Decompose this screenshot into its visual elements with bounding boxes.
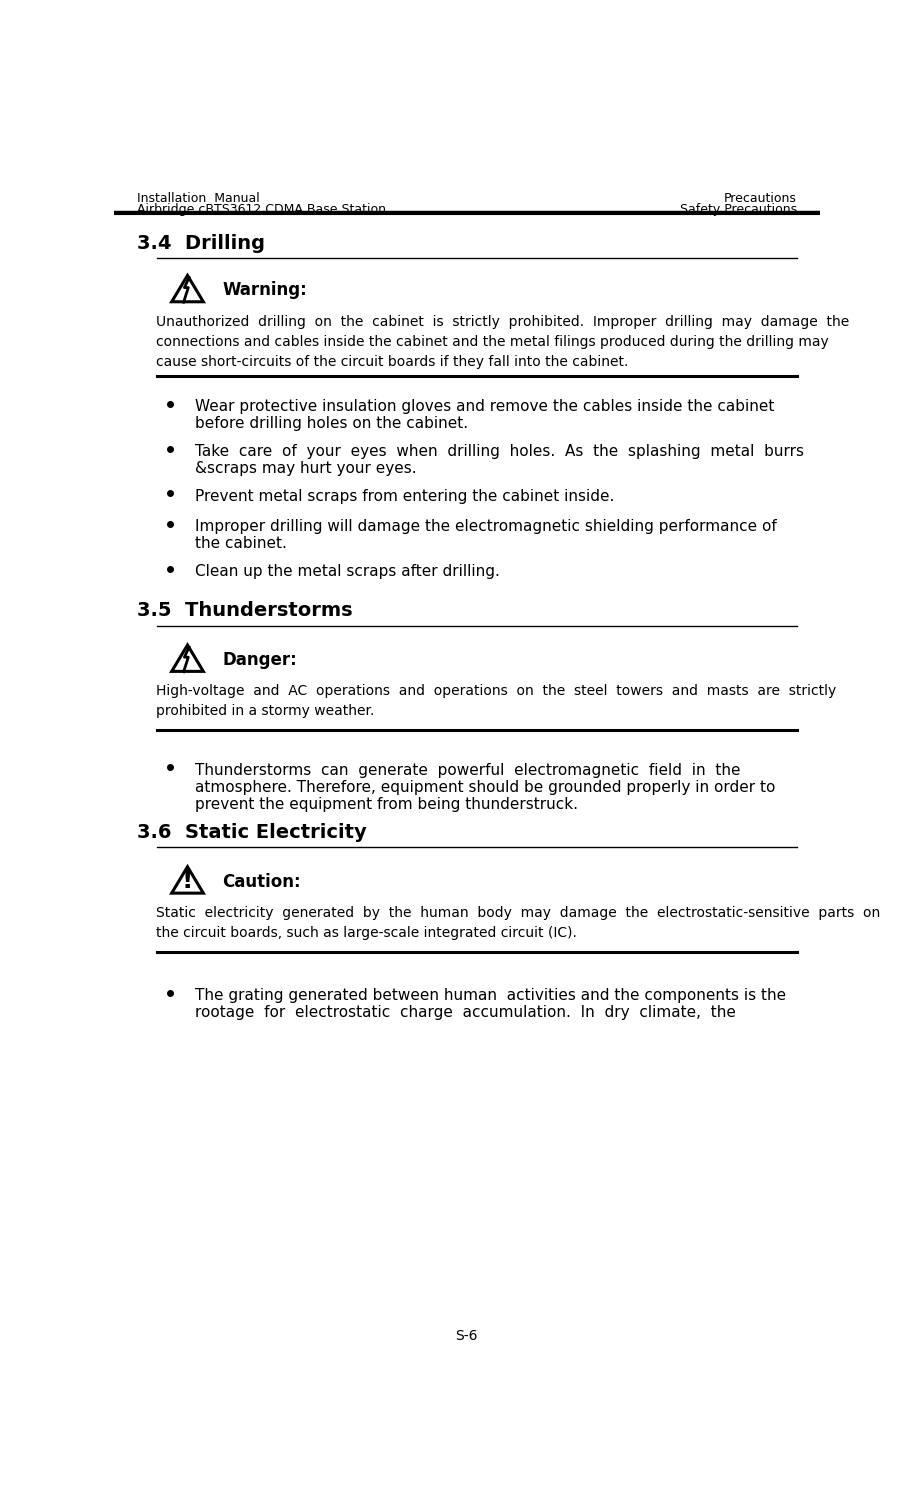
Text: Warning:: Warning: bbox=[222, 281, 307, 299]
Text: before drilling holes on the cabinet.: before drilling holes on the cabinet. bbox=[195, 416, 468, 431]
Text: Clean up the metal scraps after drilling.: Clean up the metal scraps after drilling… bbox=[195, 564, 500, 579]
Text: prevent the equipment from being thunderstruck.: prevent the equipment from being thunder… bbox=[195, 796, 578, 811]
Text: connections and cables inside the cabinet and the metal filings produced during : connections and cables inside the cabine… bbox=[157, 334, 829, 349]
Text: Thunderstorms  can  generate  powerful  electromagnetic  field  in  the: Thunderstorms can generate powerful elec… bbox=[195, 763, 741, 778]
Text: prohibited in a stormy weather.: prohibited in a stormy weather. bbox=[157, 704, 374, 718]
Text: rootage  for  electrostatic  charge  accumulation.  In  dry  climate,  the: rootage for electrostatic charge accumul… bbox=[195, 1005, 736, 1020]
Text: Static  electricity  generated  by  the  human  body  may  damage  the  electros: Static electricity generated by the huma… bbox=[157, 907, 881, 920]
Text: Wear protective insulation gloves and remove the cables inside the cabinet: Wear protective insulation gloves and re… bbox=[195, 399, 774, 414]
Text: 3.5  Thunderstorms: 3.5 Thunderstorms bbox=[138, 601, 353, 620]
Text: Unauthorized  drilling  on  the  cabinet  is  strictly  prohibited.  Improper  d: Unauthorized drilling on the cabinet is … bbox=[157, 314, 850, 328]
Text: Installation  Manual: Installation Manual bbox=[138, 192, 260, 205]
Text: The grating generated between human  activities and the components is the: The grating generated between human acti… bbox=[195, 988, 786, 1003]
Text: 3.6  Static Electricity: 3.6 Static Electricity bbox=[138, 822, 367, 842]
Text: &scraps may hurt your eyes.: &scraps may hurt your eyes. bbox=[195, 461, 417, 476]
Text: Airbridge cBTS3612 CDMA Base Station: Airbridge cBTS3612 CDMA Base Station bbox=[138, 202, 386, 216]
Text: cause short-circuits of the circuit boards if they fall into the cabinet.: cause short-circuits of the circuit boar… bbox=[157, 355, 629, 369]
Text: Prevent metal scraps from entering the cabinet inside.: Prevent metal scraps from entering the c… bbox=[195, 488, 615, 503]
Text: Danger:: Danger: bbox=[222, 651, 297, 669]
Text: Caution:: Caution: bbox=[222, 873, 301, 891]
Text: Take  care  of  your  eyes  when  drilling  holes.  As  the  splashing  metal  b: Take care of your eyes when drilling hol… bbox=[195, 444, 804, 459]
Text: Improper drilling will damage the electromagnetic shielding performance of: Improper drilling will damage the electr… bbox=[195, 520, 777, 535]
Text: S-6: S-6 bbox=[456, 1328, 477, 1343]
Text: Safety Precautions: Safety Precautions bbox=[680, 202, 796, 216]
Text: atmosphere. Therefore, equipment should be grounded properly in order to: atmosphere. Therefore, equipment should … bbox=[195, 780, 775, 795]
Text: the cabinet.: the cabinet. bbox=[195, 536, 287, 552]
Text: the circuit boards, such as large-scale integrated circuit (IC).: the circuit boards, such as large-scale … bbox=[157, 926, 578, 940]
Text: High-voltage  and  AC  operations  and  operations  on  the  steel  towers  and : High-voltage and AC operations and opera… bbox=[157, 684, 836, 698]
Text: Precautions: Precautions bbox=[723, 192, 796, 205]
Text: !: ! bbox=[182, 869, 193, 893]
Text: 3.4  Drilling: 3.4 Drilling bbox=[138, 234, 265, 252]
